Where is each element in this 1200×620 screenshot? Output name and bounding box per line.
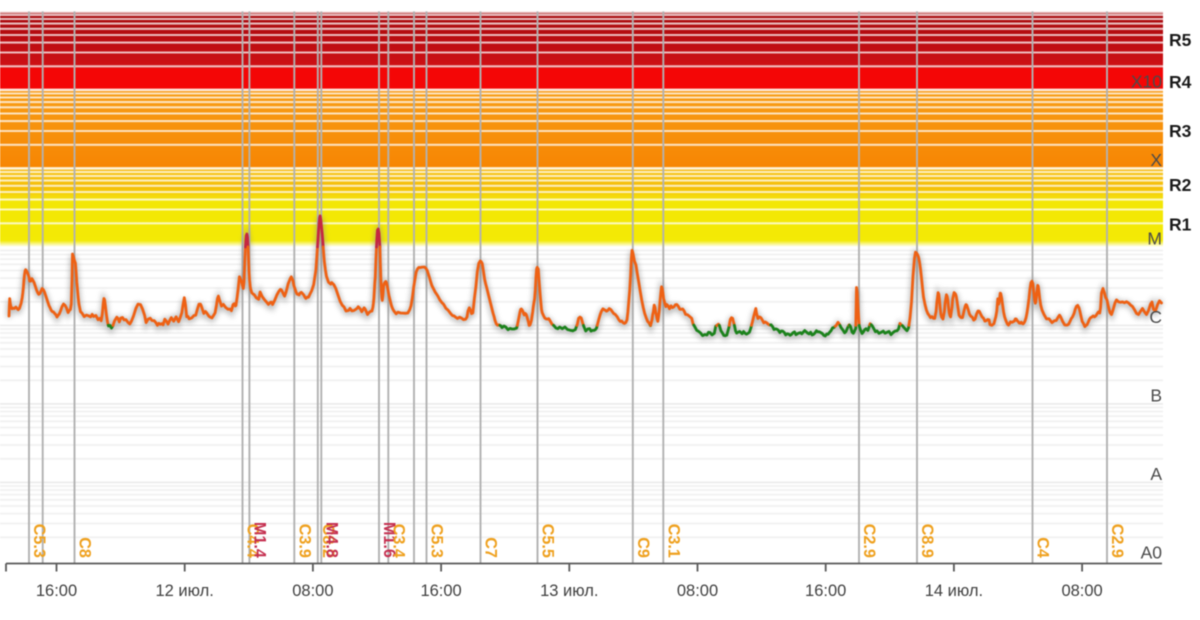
svg-text:M1.4: M1.4 (250, 522, 268, 558)
svg-text:C3.1: C3.1 (664, 524, 682, 558)
svg-text:C2.9: C2.9 (1108, 524, 1126, 558)
svg-text:C4.4: C4.4 (244, 524, 262, 558)
svg-text:A: A (1150, 464, 1162, 484)
svg-text:C3.4: C3.4 (389, 524, 407, 558)
svg-text:12 июл.: 12 июл. (156, 582, 214, 600)
svg-text:C: C (1149, 307, 1162, 327)
svg-text:C9: C9 (634, 537, 652, 558)
svg-text:X10: X10 (1131, 71, 1162, 91)
svg-text:R3: R3 (1169, 121, 1192, 141)
svg-text:C8.9: C8.9 (918, 524, 936, 558)
svg-text:C3.9: C3.9 (295, 524, 313, 558)
svg-text:C5.3: C5.3 (428, 524, 446, 558)
svg-text:C8.2: C8.2 (319, 524, 337, 558)
svg-text:16:00: 16:00 (36, 582, 77, 600)
svg-text:B: B (1150, 385, 1162, 405)
svg-text:08:00: 08:00 (677, 582, 718, 600)
svg-text:C4: C4 (1034, 537, 1052, 558)
svg-text:08:00: 08:00 (292, 582, 333, 600)
svg-text:R2: R2 (1169, 175, 1192, 195)
svg-text:16:00: 16:00 (805, 582, 846, 600)
svg-text:X: X (1150, 150, 1162, 170)
svg-text:13 июл.: 13 июл. (540, 582, 598, 600)
svg-text:R1: R1 (1169, 215, 1192, 235)
svg-text:C7: C7 (482, 537, 500, 558)
svg-text:C5.5: C5.5 (539, 524, 557, 558)
svg-text:R4: R4 (1169, 72, 1192, 92)
svg-text:16:00: 16:00 (420, 582, 461, 600)
svg-text:08:00: 08:00 (1061, 582, 1102, 600)
svg-text:M4.8: M4.8 (322, 522, 340, 558)
svg-text:C2.9: C2.9 (860, 524, 878, 558)
svg-text:R5: R5 (1169, 30, 1192, 50)
svg-text:14 июл.: 14 июл. (925, 582, 983, 600)
svg-text:A0: A0 (1141, 542, 1163, 562)
svg-text:M1.6: M1.6 (380, 522, 398, 558)
svg-text:C5.3: C5.3 (30, 524, 48, 558)
svg-text:M: M (1147, 228, 1162, 248)
svg-text:C8: C8 (76, 537, 94, 558)
